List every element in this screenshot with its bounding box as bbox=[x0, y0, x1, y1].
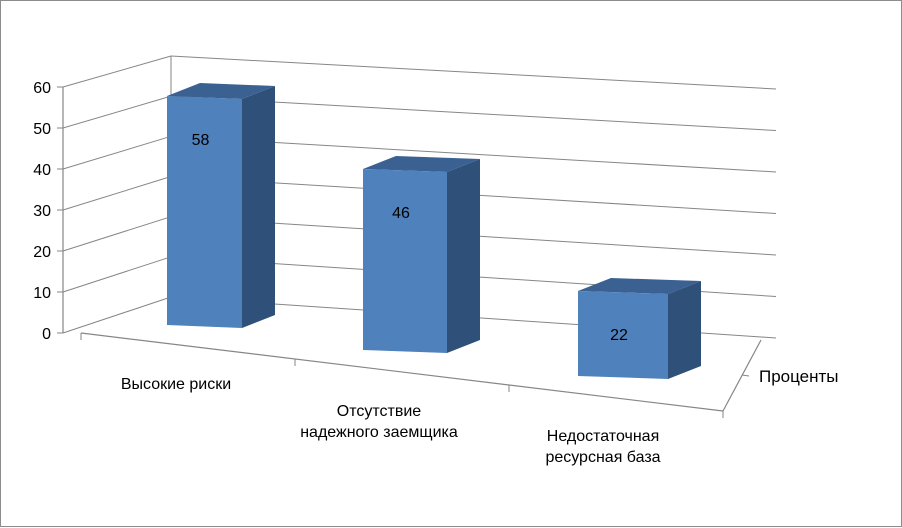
side-gridline bbox=[62, 95, 172, 129]
bar-side-face bbox=[447, 159, 480, 353]
depth-tick-mark bbox=[741, 374, 750, 377]
y-tick-label: 10 bbox=[33, 285, 51, 302]
category-label: Высокие риски bbox=[121, 376, 231, 393]
bar bbox=[578, 278, 701, 379]
side-gridline bbox=[62, 176, 172, 211]
bar-top-face bbox=[167, 83, 275, 99]
y-tick-label: 40 bbox=[33, 162, 51, 179]
y-tick-label: 30 bbox=[33, 203, 51, 220]
back-gridline bbox=[170, 55, 777, 90]
bars bbox=[167, 83, 701, 379]
bar bbox=[167, 83, 275, 328]
bar-front-face bbox=[167, 96, 242, 328]
data-label: 58 bbox=[192, 132, 210, 149]
bar bbox=[363, 156, 480, 353]
side-gridline bbox=[62, 216, 172, 252]
y-tick-label: 60 bbox=[33, 80, 51, 97]
data-label: 46 bbox=[392, 205, 410, 222]
y-axis-ticks: 0 10 20 30 40 50 60 bbox=[33, 80, 51, 343]
x-axis-line bbox=[80, 332, 724, 412]
bar-side-face bbox=[668, 281, 701, 379]
side-gridline bbox=[62, 135, 172, 170]
bar-top-face bbox=[363, 156, 480, 172]
y-tick-label: 20 bbox=[33, 244, 51, 261]
side-gridline bbox=[62, 296, 172, 334]
labels: 58 46 22 Высокие риски Отсутствие надежного з… bbox=[121, 132, 839, 466]
y-tick-label: 50 bbox=[33, 121, 51, 138]
bar-front-face bbox=[363, 169, 447, 353]
bar-side-face bbox=[242, 86, 275, 328]
series-label: Проценты bbox=[759, 367, 839, 386]
data-label: 22 bbox=[610, 327, 628, 344]
category-label: Недостаточная ресурсная база bbox=[545, 428, 660, 466]
category-label: Отсутствие надежного заемщика bbox=[300, 403, 458, 441]
y-tick-label: 0 bbox=[42, 326, 51, 343]
bar-top-face bbox=[578, 278, 701, 294]
bar-front-face bbox=[578, 291, 668, 379]
side-gridline bbox=[62, 55, 172, 88]
side-gridline bbox=[62, 256, 172, 293]
